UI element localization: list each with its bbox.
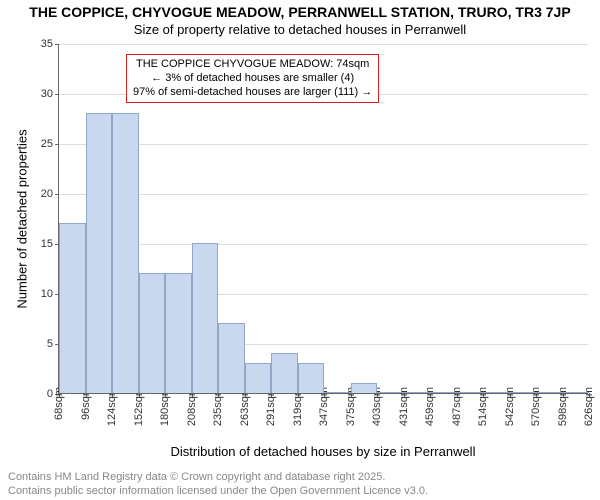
footer-line-1: Contains HM Land Registry data © Crown c… — [8, 470, 428, 484]
histogram-bar — [377, 392, 404, 393]
histogram-bar — [298, 363, 325, 393]
y-tick-label: 20 — [41, 188, 59, 200]
histogram-bar — [218, 323, 245, 393]
y-tick-label: 10 — [41, 288, 59, 300]
y-axis-label: Number of detached properties — [14, 129, 29, 308]
y-tick-label: 15 — [41, 238, 59, 250]
histogram-bar — [139, 273, 166, 393]
chart-subtitle: Size of property relative to detached ho… — [0, 22, 600, 37]
histogram-bar — [324, 392, 351, 393]
histogram-bar — [112, 113, 139, 393]
histogram-bar — [430, 392, 457, 393]
histogram-bar — [563, 392, 590, 393]
gridline — [59, 44, 588, 45]
histogram-bar — [404, 392, 431, 393]
histogram-bar — [245, 363, 272, 393]
histogram-bar — [483, 392, 510, 393]
histogram-bar — [271, 353, 298, 393]
annotation-line: 97% of semi-detached houses are larger (… — [133, 86, 372, 100]
histogram-chart: THE COPPICE, CHYVOGUE MEADOW, PERRANWELL… — [0, 0, 600, 500]
y-tick-label: 5 — [47, 338, 59, 350]
histogram-bar — [59, 223, 86, 393]
histogram-bar — [457, 392, 484, 393]
histogram-bar — [165, 273, 192, 393]
histogram-bar — [536, 392, 563, 393]
histogram-bar — [510, 392, 537, 393]
annotation-box: THE COPPICE CHYVOGUE MEADOW: 74sqm← 3% o… — [126, 54, 379, 103]
histogram-bar — [192, 243, 219, 393]
chart-title: THE COPPICE, CHYVOGUE MEADOW, PERRANWELL… — [0, 4, 600, 20]
y-tick-label: 35 — [41, 38, 59, 50]
y-tick-label: 25 — [41, 138, 59, 150]
annotation-line: ← 3% of detached houses are smaller (4) — [133, 72, 372, 86]
histogram-bar — [86, 113, 113, 393]
annotation-line: THE COPPICE CHYVOGUE MEADOW: 74sqm — [133, 58, 372, 72]
x-axis-label: Distribution of detached houses by size … — [58, 444, 588, 459]
histogram-bar — [351, 383, 378, 393]
y-tick-label: 30 — [41, 88, 59, 100]
footer-attribution: Contains HM Land Registry data © Crown c… — [8, 470, 428, 499]
footer-line-2: Contains public sector information licen… — [8, 484, 428, 498]
